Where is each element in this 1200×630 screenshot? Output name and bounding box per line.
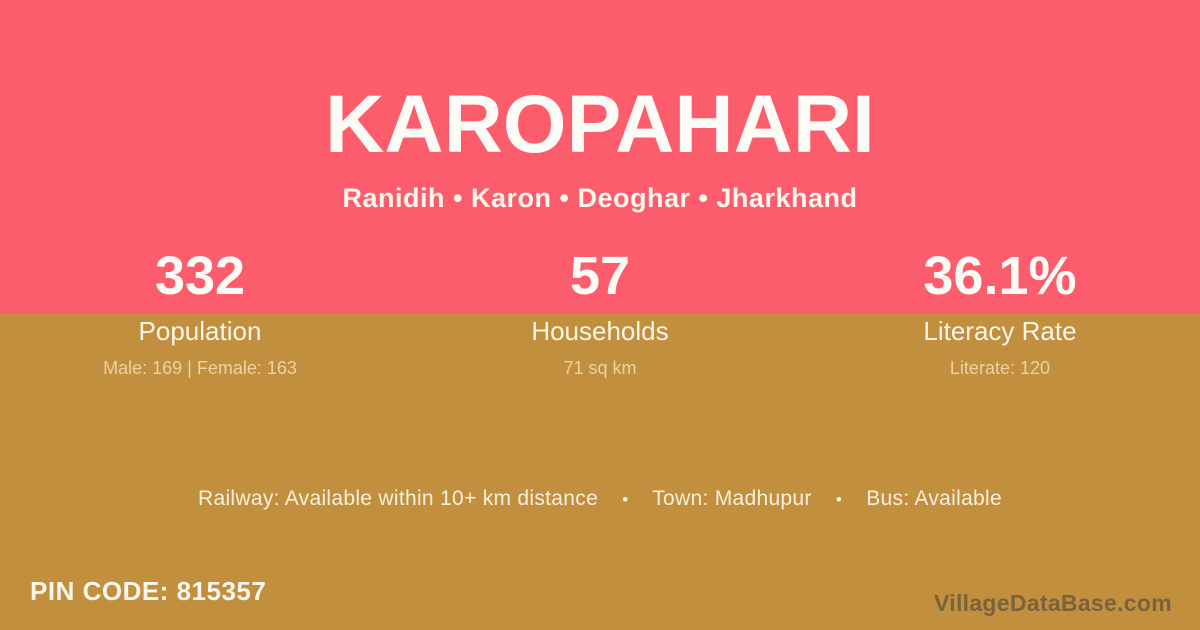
households-detail: 71 sq km: [563, 358, 637, 378]
stats-row: 332 Population Male: 169 | Female: 163 5…: [0, 246, 1200, 378]
literacy-detail: Literate: 120: [949, 358, 1050, 378]
bus-availability: Bus: Available: [866, 487, 1002, 510]
location-breadcrumb: Ranidih • Karon • Deoghar • Jharkhand: [342, 183, 858, 213]
stat-households: 57 Households 71 sq km: [400, 246, 800, 378]
literacy-label: Literacy Rate: [923, 316, 1077, 346]
railway-availability: Railway: Available within 10+ km distanc…: [198, 487, 599, 510]
bullet-separator: •: [622, 490, 629, 509]
bottom-background-band: [0, 313, 1200, 630]
watermark-brand: VillageDataBase.com: [934, 590, 1172, 616]
top-background-band: [0, 0, 1200, 313]
population-label: Population: [138, 316, 262, 346]
facilities-line: Railway: Available within 10+ km distanc…: [0, 487, 1200, 511]
nearest-town: Town: Madhupur: [652, 487, 812, 510]
literacy-value: 36.1%: [923, 246, 1077, 306]
households-value: 57: [569, 246, 631, 306]
population-value: 332: [154, 246, 246, 306]
pin-code-label: PIN CODE: 815357: [30, 576, 267, 606]
stat-population: 332 Population Male: 169 | Female: 163: [0, 246, 400, 378]
stat-literacy: 36.1% Literacy Rate Literate: 120: [800, 246, 1200, 378]
village-name-title: KAROPAHARI: [325, 79, 875, 170]
bullet-separator: •: [835, 490, 843, 509]
population-detail: Male: 169 | Female: 163: [103, 358, 297, 378]
households-label: Households: [531, 316, 669, 346]
